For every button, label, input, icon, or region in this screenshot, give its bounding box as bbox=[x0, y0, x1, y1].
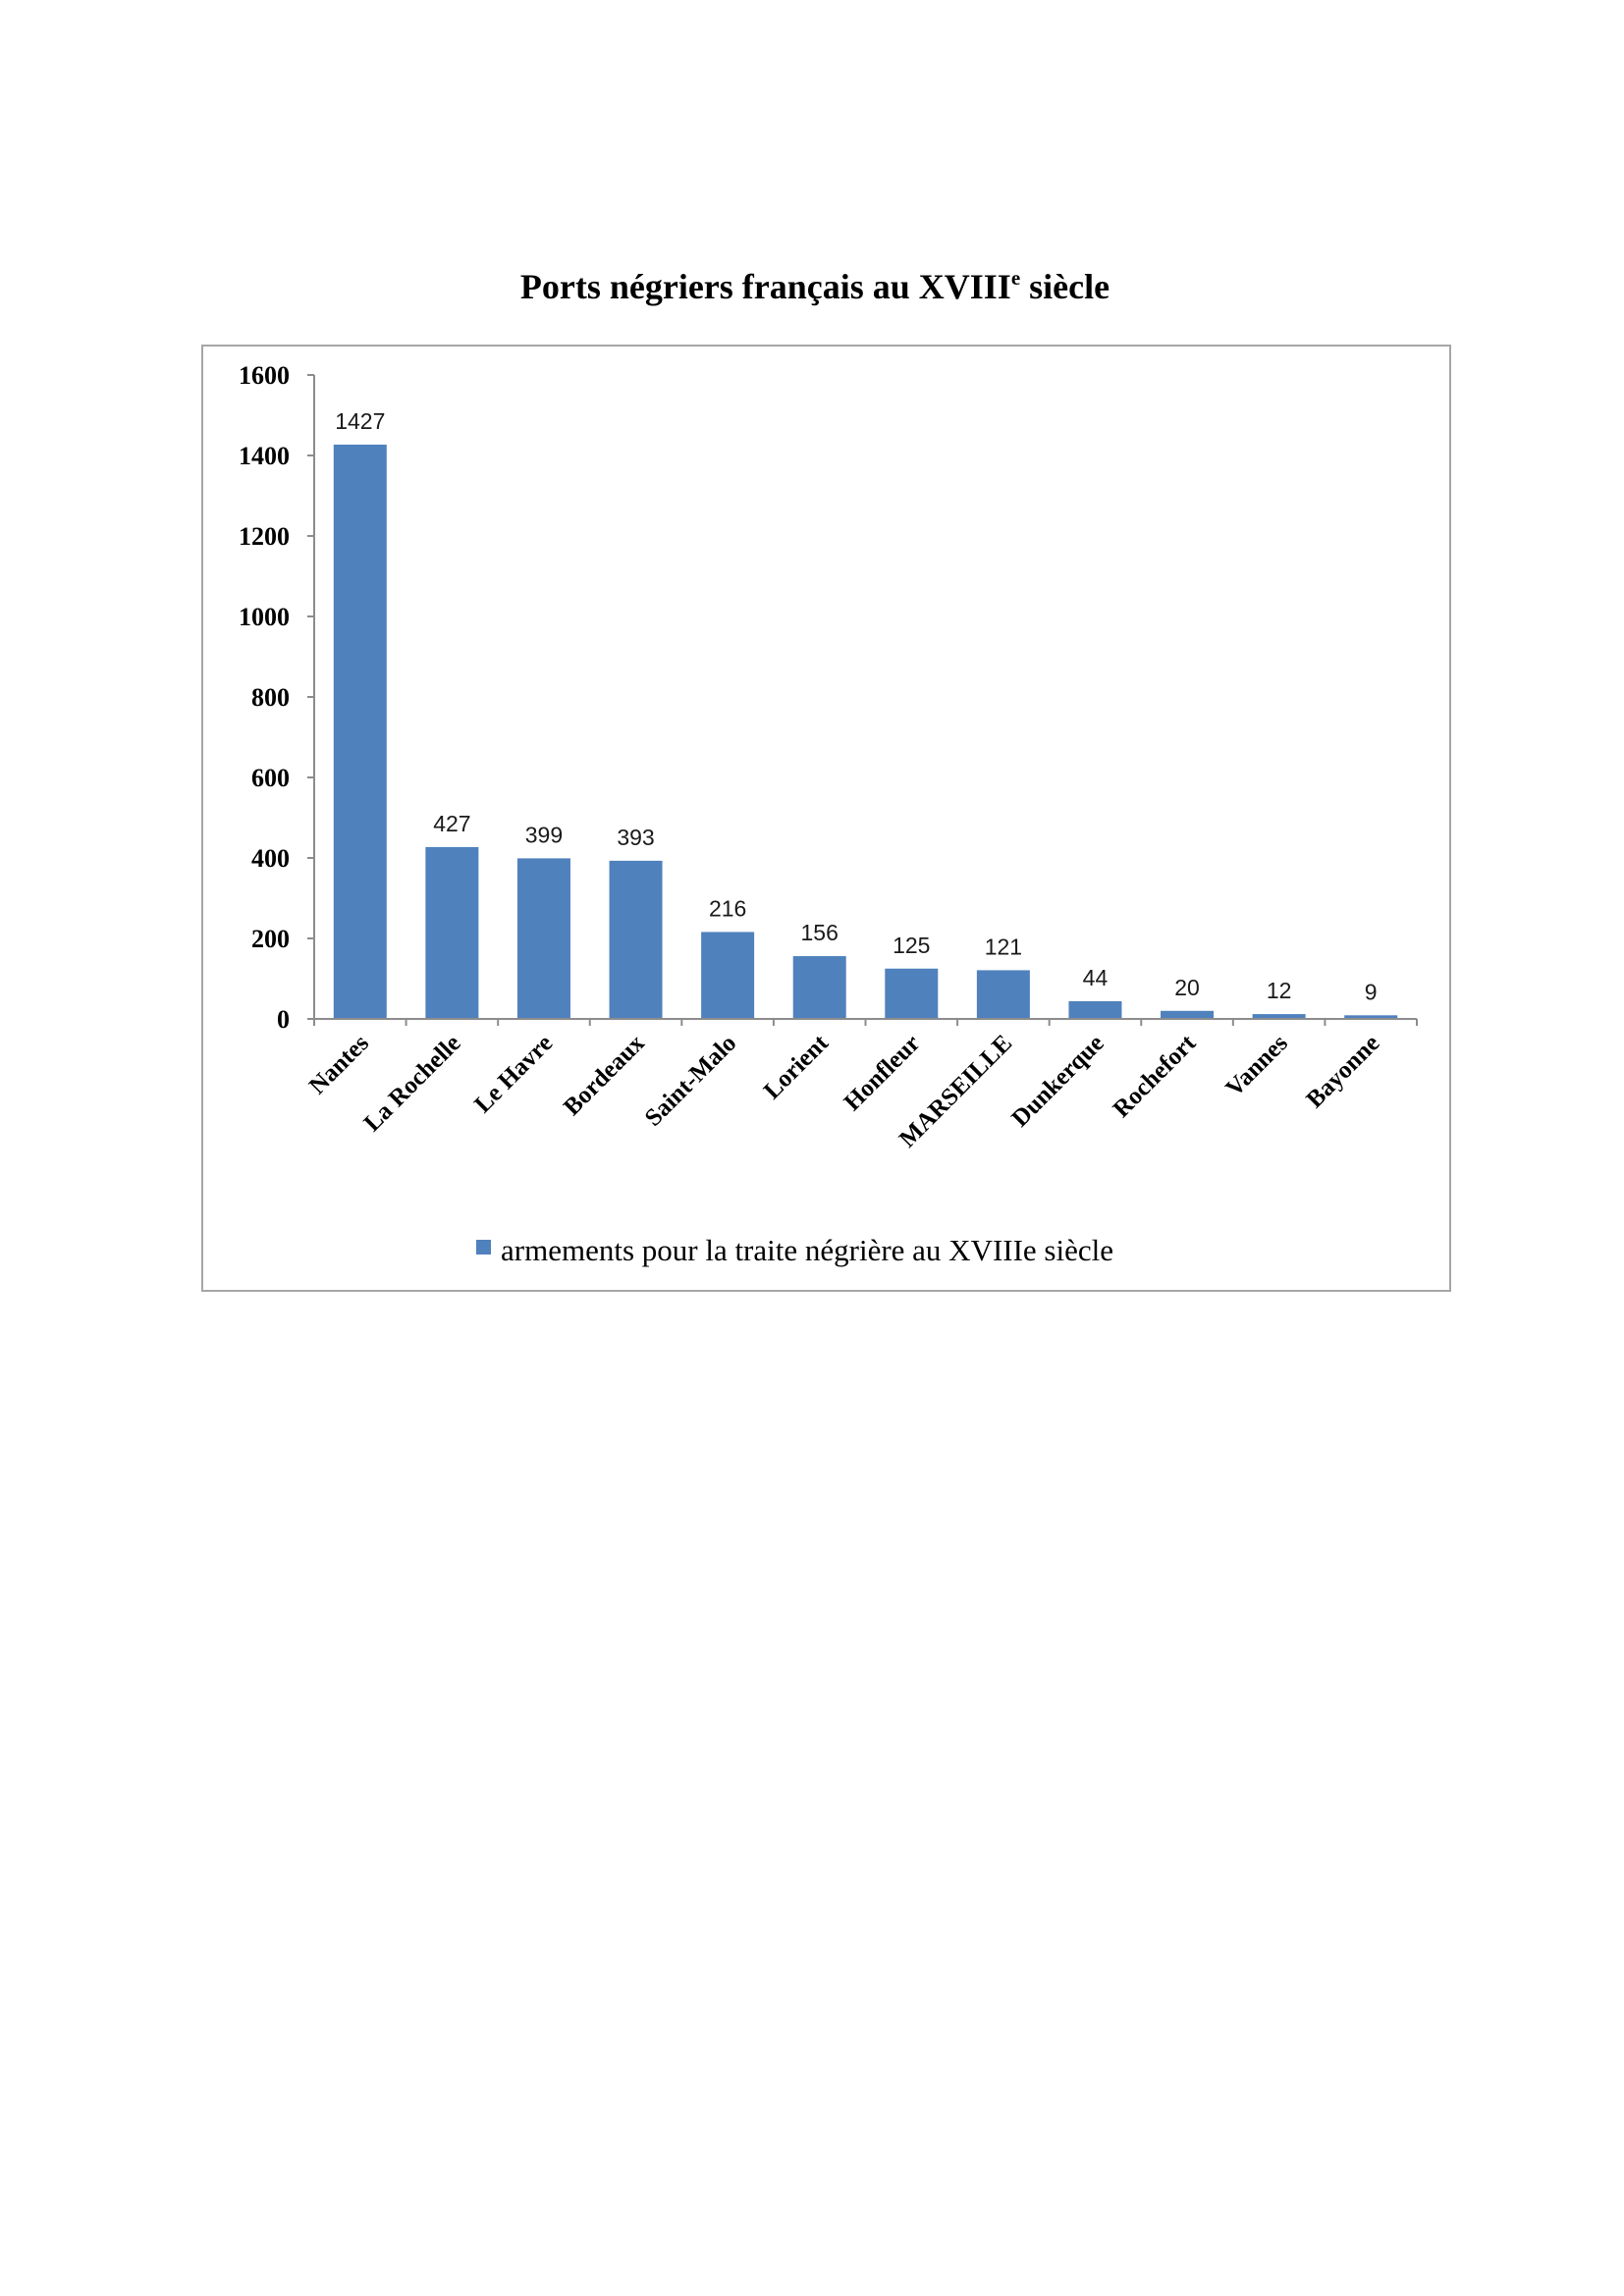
y-axis-ticks: 0 200 400 600 800 1000 1200 1400 1600 bbox=[239, 361, 1418, 1034]
data-label: 44 bbox=[1083, 965, 1109, 990]
data-labels: 1427 427 399 393 216 156 125 121 44 20 12 9 bbox=[335, 408, 1377, 1004]
data-label: 216 bbox=[709, 895, 746, 921]
data-label: 20 bbox=[1174, 975, 1200, 1000]
bar-nantes bbox=[333, 444, 387, 1019]
legend-label: armements pour la traite négrière au XVI… bbox=[501, 1233, 1113, 1267]
y-tick-label: 200 bbox=[251, 925, 290, 953]
bar-saint-malo bbox=[701, 932, 755, 1019]
y-tick-label: 400 bbox=[251, 844, 290, 873]
legend: armements pour la traite négrière au XVI… bbox=[476, 1233, 1113, 1267]
bar-dunkerque bbox=[1068, 1000, 1122, 1019]
bar-lorient bbox=[792, 956, 846, 1019]
bar-bordeaux bbox=[609, 860, 663, 1019]
data-label: 12 bbox=[1267, 978, 1292, 1003]
bar-honfleur bbox=[885, 968, 939, 1019]
chart-title-superscript: e bbox=[1011, 266, 1020, 290]
data-label: 393 bbox=[617, 825, 654, 850]
bar-marseille bbox=[976, 970, 1030, 1019]
data-label: 125 bbox=[893, 933, 930, 958]
data-label: 1427 bbox=[335, 408, 385, 434]
bar-le-havre bbox=[516, 858, 570, 1019]
data-label: 9 bbox=[1365, 979, 1378, 1004]
data-label: 427 bbox=[433, 811, 470, 836]
chart-title: Ports négriers français au XVIIIe siècle bbox=[520, 266, 1110, 306]
y-tick-label: 800 bbox=[251, 683, 290, 712]
legend-swatch bbox=[476, 1240, 491, 1255]
data-label: 121 bbox=[985, 934, 1022, 959]
bar-vannes bbox=[1252, 1014, 1306, 1019]
y-tick-label: 1400 bbox=[239, 442, 290, 470]
y-tick-label: 1600 bbox=[239, 361, 290, 390]
chart-frame bbox=[201, 345, 1451, 1292]
y-tick-label: 600 bbox=[251, 764, 290, 792]
bar-bayonne bbox=[1344, 1015, 1398, 1019]
bars bbox=[333, 444, 1398, 1019]
bar-la-rochelle bbox=[425, 846, 479, 1019]
y-tick-label: 0 bbox=[277, 1005, 290, 1034]
bar-rochefort bbox=[1161, 1010, 1215, 1019]
data-label: 156 bbox=[801, 920, 839, 945]
y-tick-label: 1000 bbox=[239, 603, 290, 631]
data-label: 399 bbox=[525, 822, 563, 847]
y-tick-label: 1200 bbox=[239, 522, 290, 551]
chart-title-main: Ports négriers français au XVIII bbox=[520, 267, 1011, 306]
chart-title-end: siècle bbox=[1020, 267, 1110, 306]
